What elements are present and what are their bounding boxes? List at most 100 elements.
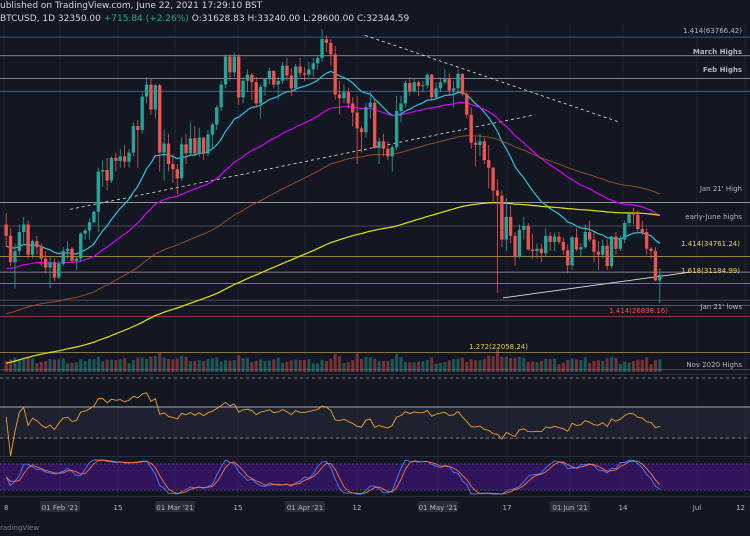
volume-bar: [561, 362, 565, 372]
level-label: March Highs: [693, 48, 742, 56]
level-label: Jan 21' lows: [699, 303, 742, 311]
rsi-pane[interactable]: [0, 377, 750, 457]
stoch-d-line: [5, 459, 661, 495]
volume-bar: [526, 361, 530, 372]
candle-body: [403, 83, 408, 104]
level-label: 1.414(26838.16): [609, 307, 668, 315]
candle-body: [237, 56, 241, 98]
volume-bar: [333, 354, 337, 372]
time-tick-label: 01 Apr '21: [287, 504, 323, 512]
candle-body: [179, 144, 184, 179]
candle-body: [92, 211, 96, 223]
price-candles[interactable]: [4, 29, 662, 304]
volume-bar: [105, 359, 109, 372]
candle-body: [83, 230, 87, 234]
volume-bar: [311, 363, 315, 372]
candle-body: [285, 65, 289, 76]
volume-bar: [636, 359, 640, 372]
stoch-rsi-pane[interactable]: [0, 459, 750, 495]
candle-body: [460, 73, 465, 95]
candle-body: [333, 54, 337, 95]
candle-body: [517, 229, 522, 258]
candle-body: [101, 170, 105, 172]
time-tick-bg: [550, 501, 590, 512]
ema-50-line: [6, 101, 661, 270]
candle-body: [618, 239, 622, 249]
candle-body: [359, 128, 364, 133]
volume-bar: [447, 360, 451, 372]
volume-bar: [202, 361, 206, 372]
volume-bars: [4, 349, 662, 372]
volume-bar: [390, 358, 394, 372]
candle-body: [258, 86, 263, 104]
volume-bar: [566, 360, 570, 372]
volume-bar: [574, 359, 578, 372]
candle-body: [443, 79, 447, 83]
volume-bar: [140, 357, 144, 372]
volume-bar: [39, 361, 43, 372]
candle-body: [219, 84, 223, 108]
candle-body: [469, 114, 473, 143]
candle-body: [210, 124, 215, 135]
time-tick-label: 01 Mar '21: [156, 504, 193, 512]
volume-bar: [425, 359, 429, 372]
candle-body: [535, 248, 539, 251]
candle-body: [87, 222, 92, 231]
candle-body: [644, 232, 649, 249]
publish-info: ublished on TradingView.com, June 22, 20…: [0, 1, 262, 11]
volume-bar: [316, 363, 320, 372]
candle-body: [574, 237, 579, 250]
volume-bar: [570, 358, 574, 372]
candle-body: [456, 73, 460, 89]
volume-bar: [4, 361, 8, 372]
candle-body: [30, 241, 35, 255]
candle-body: [136, 126, 140, 130]
time-axis[interactable]: 8 01 Feb '21 15 01 Mar '21 15 01 Apr '21 12 01 …: [4, 501, 745, 512]
volume-bar: [70, 362, 74, 372]
candle-body: [631, 213, 636, 215]
volume-bar: [605, 358, 609, 372]
last-price: 32350.00: [57, 14, 101, 24]
candle-body: [65, 248, 70, 251]
candle-body: [390, 147, 394, 157]
time-tick-label: 12: [353, 504, 362, 512]
volume-bar: [500, 356, 504, 372]
candle-body: [254, 82, 258, 104]
candle-body: [70, 248, 74, 261]
volume-bar: [548, 359, 552, 372]
volume-bar: [9, 359, 13, 372]
candle-body: [228, 56, 232, 73]
support-trendline: [69, 114, 536, 210]
volume-bar: [513, 357, 517, 372]
candle-body: [48, 262, 52, 268]
symbol-name[interactable]: BTCUSD, 1D: [0, 14, 56, 24]
volume-bar: [298, 360, 302, 372]
candle-body: [570, 237, 574, 266]
candle-body: [364, 107, 368, 133]
volume-bar: [123, 357, 127, 372]
volume-bar: [66, 363, 70, 372]
volume-bar: [364, 357, 368, 372]
volume-bar: [495, 349, 500, 372]
volume-bar: [22, 358, 26, 372]
volume-bar: [166, 358, 171, 372]
candle-body: [250, 74, 254, 83]
volume-bar: [329, 358, 333, 372]
volume-bar: [74, 362, 78, 372]
candle-body: [425, 74, 429, 86]
candle-body: [447, 79, 451, 91]
candle-body: [329, 42, 333, 55]
candle-body: [153, 85, 158, 110]
volume-bar: [145, 358, 149, 372]
candle-body: [272, 70, 276, 85]
stoch-k-line: [5, 459, 661, 495]
candle-body: [232, 56, 236, 73]
candle-body: [487, 160, 491, 168]
candle-body: [118, 156, 122, 161]
candle-body: [298, 66, 302, 74]
volume-bar: [408, 362, 412, 372]
candle-body: [399, 103, 403, 111]
volume-bar: [136, 357, 140, 372]
volume-bar: [101, 361, 105, 372]
